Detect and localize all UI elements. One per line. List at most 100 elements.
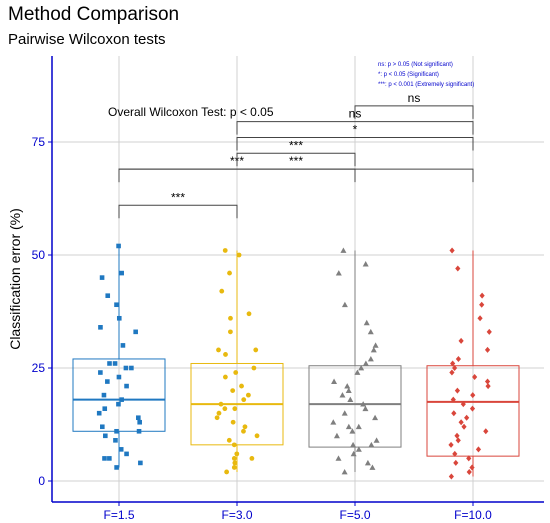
- box-0: [72, 358, 166, 432]
- point-3-8: [455, 355, 462, 362]
- point-3-3: [479, 301, 485, 308]
- y-tick-label-2: 50: [32, 248, 46, 262]
- point-2-29: [355, 446, 362, 452]
- point-0-2: [99, 275, 105, 280]
- bracket-2: [118, 168, 474, 183]
- bracket-5: [236, 121, 474, 135]
- x-tick-label-0: F=1.5: [103, 508, 134, 522]
- point-0-16: [124, 383, 129, 389]
- point-3-9: [450, 360, 456, 367]
- point-2-3: [341, 301, 348, 308]
- point-2-8: [367, 355, 374, 362]
- x-tick-label-1: F=3.0: [221, 508, 252, 522]
- bracket-label-3: ***: [289, 138, 303, 152]
- point-2-4: [363, 319, 370, 326]
- point-0-20: [102, 406, 108, 411]
- point-2-21: [330, 419, 337, 425]
- point-3-15: [454, 387, 461, 394]
- point-3-31: [453, 459, 459, 466]
- point-1-20: [216, 410, 222, 416]
- point-2-5: [367, 328, 374, 335]
- point-3-20: [451, 410, 457, 417]
- point-0-14: [116, 374, 122, 380]
- point-0-15: [105, 379, 110, 384]
- point-2-20: [372, 414, 379, 421]
- point-1-10: [251, 365, 257, 371]
- chart-title: Method Comparison: [8, 4, 179, 25]
- point-1-29: [231, 456, 237, 461]
- point-0-12: [123, 365, 129, 371]
- point-0-18: [119, 397, 124, 402]
- bracket-3: [236, 152, 356, 167]
- point-1-30: [249, 456, 255, 461]
- point-2-14: [345, 387, 352, 393]
- point-1-7: [216, 347, 221, 353]
- point-1-27: [231, 442, 237, 448]
- point-0-24: [100, 424, 105, 430]
- point-3-13: [484, 378, 491, 385]
- point-0-23: [137, 419, 142, 425]
- point-2-19: [341, 410, 348, 416]
- point-0-25: [114, 428, 119, 434]
- point-2-17: [360, 401, 367, 407]
- point-3-21: [464, 414, 470, 421]
- point-1-25: [254, 433, 260, 439]
- point-1-3: [219, 288, 225, 294]
- point-3-4: [477, 315, 483, 322]
- x-tick-label-2: F=5.0: [339, 508, 370, 522]
- point-0-7: [133, 329, 138, 335]
- point-0-30: [124, 451, 129, 457]
- data-points: [96, 243, 492, 480]
- point-1-11: [233, 370, 239, 375]
- point-1-26: [226, 437, 232, 443]
- point-3-29: [452, 450, 458, 457]
- point-0-29: [118, 447, 124, 452]
- y-tick-label-1: 25: [32, 361, 46, 375]
- point-0-13: [98, 370, 103, 375]
- note-extremely-significant: ***: p < 0.001 (Extremely significant): [378, 82, 474, 88]
- y-tick-label-0: 0: [38, 474, 45, 488]
- point-0-11: [129, 365, 134, 371]
- point-2-0: [340, 247, 347, 253]
- point-0-8: [120, 343, 126, 348]
- point-1-32: [231, 465, 237, 470]
- bracket-label-6: ns: [408, 91, 421, 105]
- point-1-23: [242, 424, 248, 430]
- point-2-31: [335, 455, 342, 461]
- y-tick-label-3: 75: [32, 135, 46, 149]
- point-1-28: [234, 451, 240, 457]
- point-3-30: [466, 455, 472, 462]
- point-1-17: [218, 401, 224, 407]
- point-2-1: [362, 261, 369, 267]
- point-0-32: [102, 456, 107, 461]
- point-3-32: [469, 464, 475, 471]
- point-0-17: [101, 392, 107, 398]
- point-1-0: [222, 248, 228, 253]
- point-0-0: [116, 243, 121, 249]
- point-2-7: [370, 346, 377, 353]
- chart-subtitle: Pairwise Wilcoxon tests: [8, 31, 166, 48]
- x-tick-label-3: F=10.0: [454, 508, 492, 522]
- bracket-label-2: ***: [289, 154, 303, 168]
- point-3-19: [469, 405, 476, 412]
- point-2-9: [362, 360, 369, 366]
- point-1-5: [228, 315, 233, 321]
- bracket-label-4: *: [353, 122, 358, 136]
- point-3-7: [484, 346, 491, 353]
- point-1-14: [230, 388, 236, 393]
- point-2-27: [350, 441, 357, 448]
- point-1-2: [227, 270, 232, 276]
- point-3-18: [460, 401, 466, 408]
- point-3-2: [479, 292, 485, 299]
- point-1-19: [232, 406, 238, 412]
- point-3-12: [472, 374, 478, 381]
- point-3-26: [455, 437, 461, 444]
- note-ns: ns: p > 0.05 (Not significant): [378, 62, 453, 68]
- point-1-1: [236, 252, 242, 258]
- point-3-11: [449, 369, 455, 376]
- point-0-28: [113, 438, 118, 443]
- point-3-16: [470, 392, 476, 399]
- point-3-1: [455, 265, 461, 272]
- point-0-33: [138, 460, 143, 466]
